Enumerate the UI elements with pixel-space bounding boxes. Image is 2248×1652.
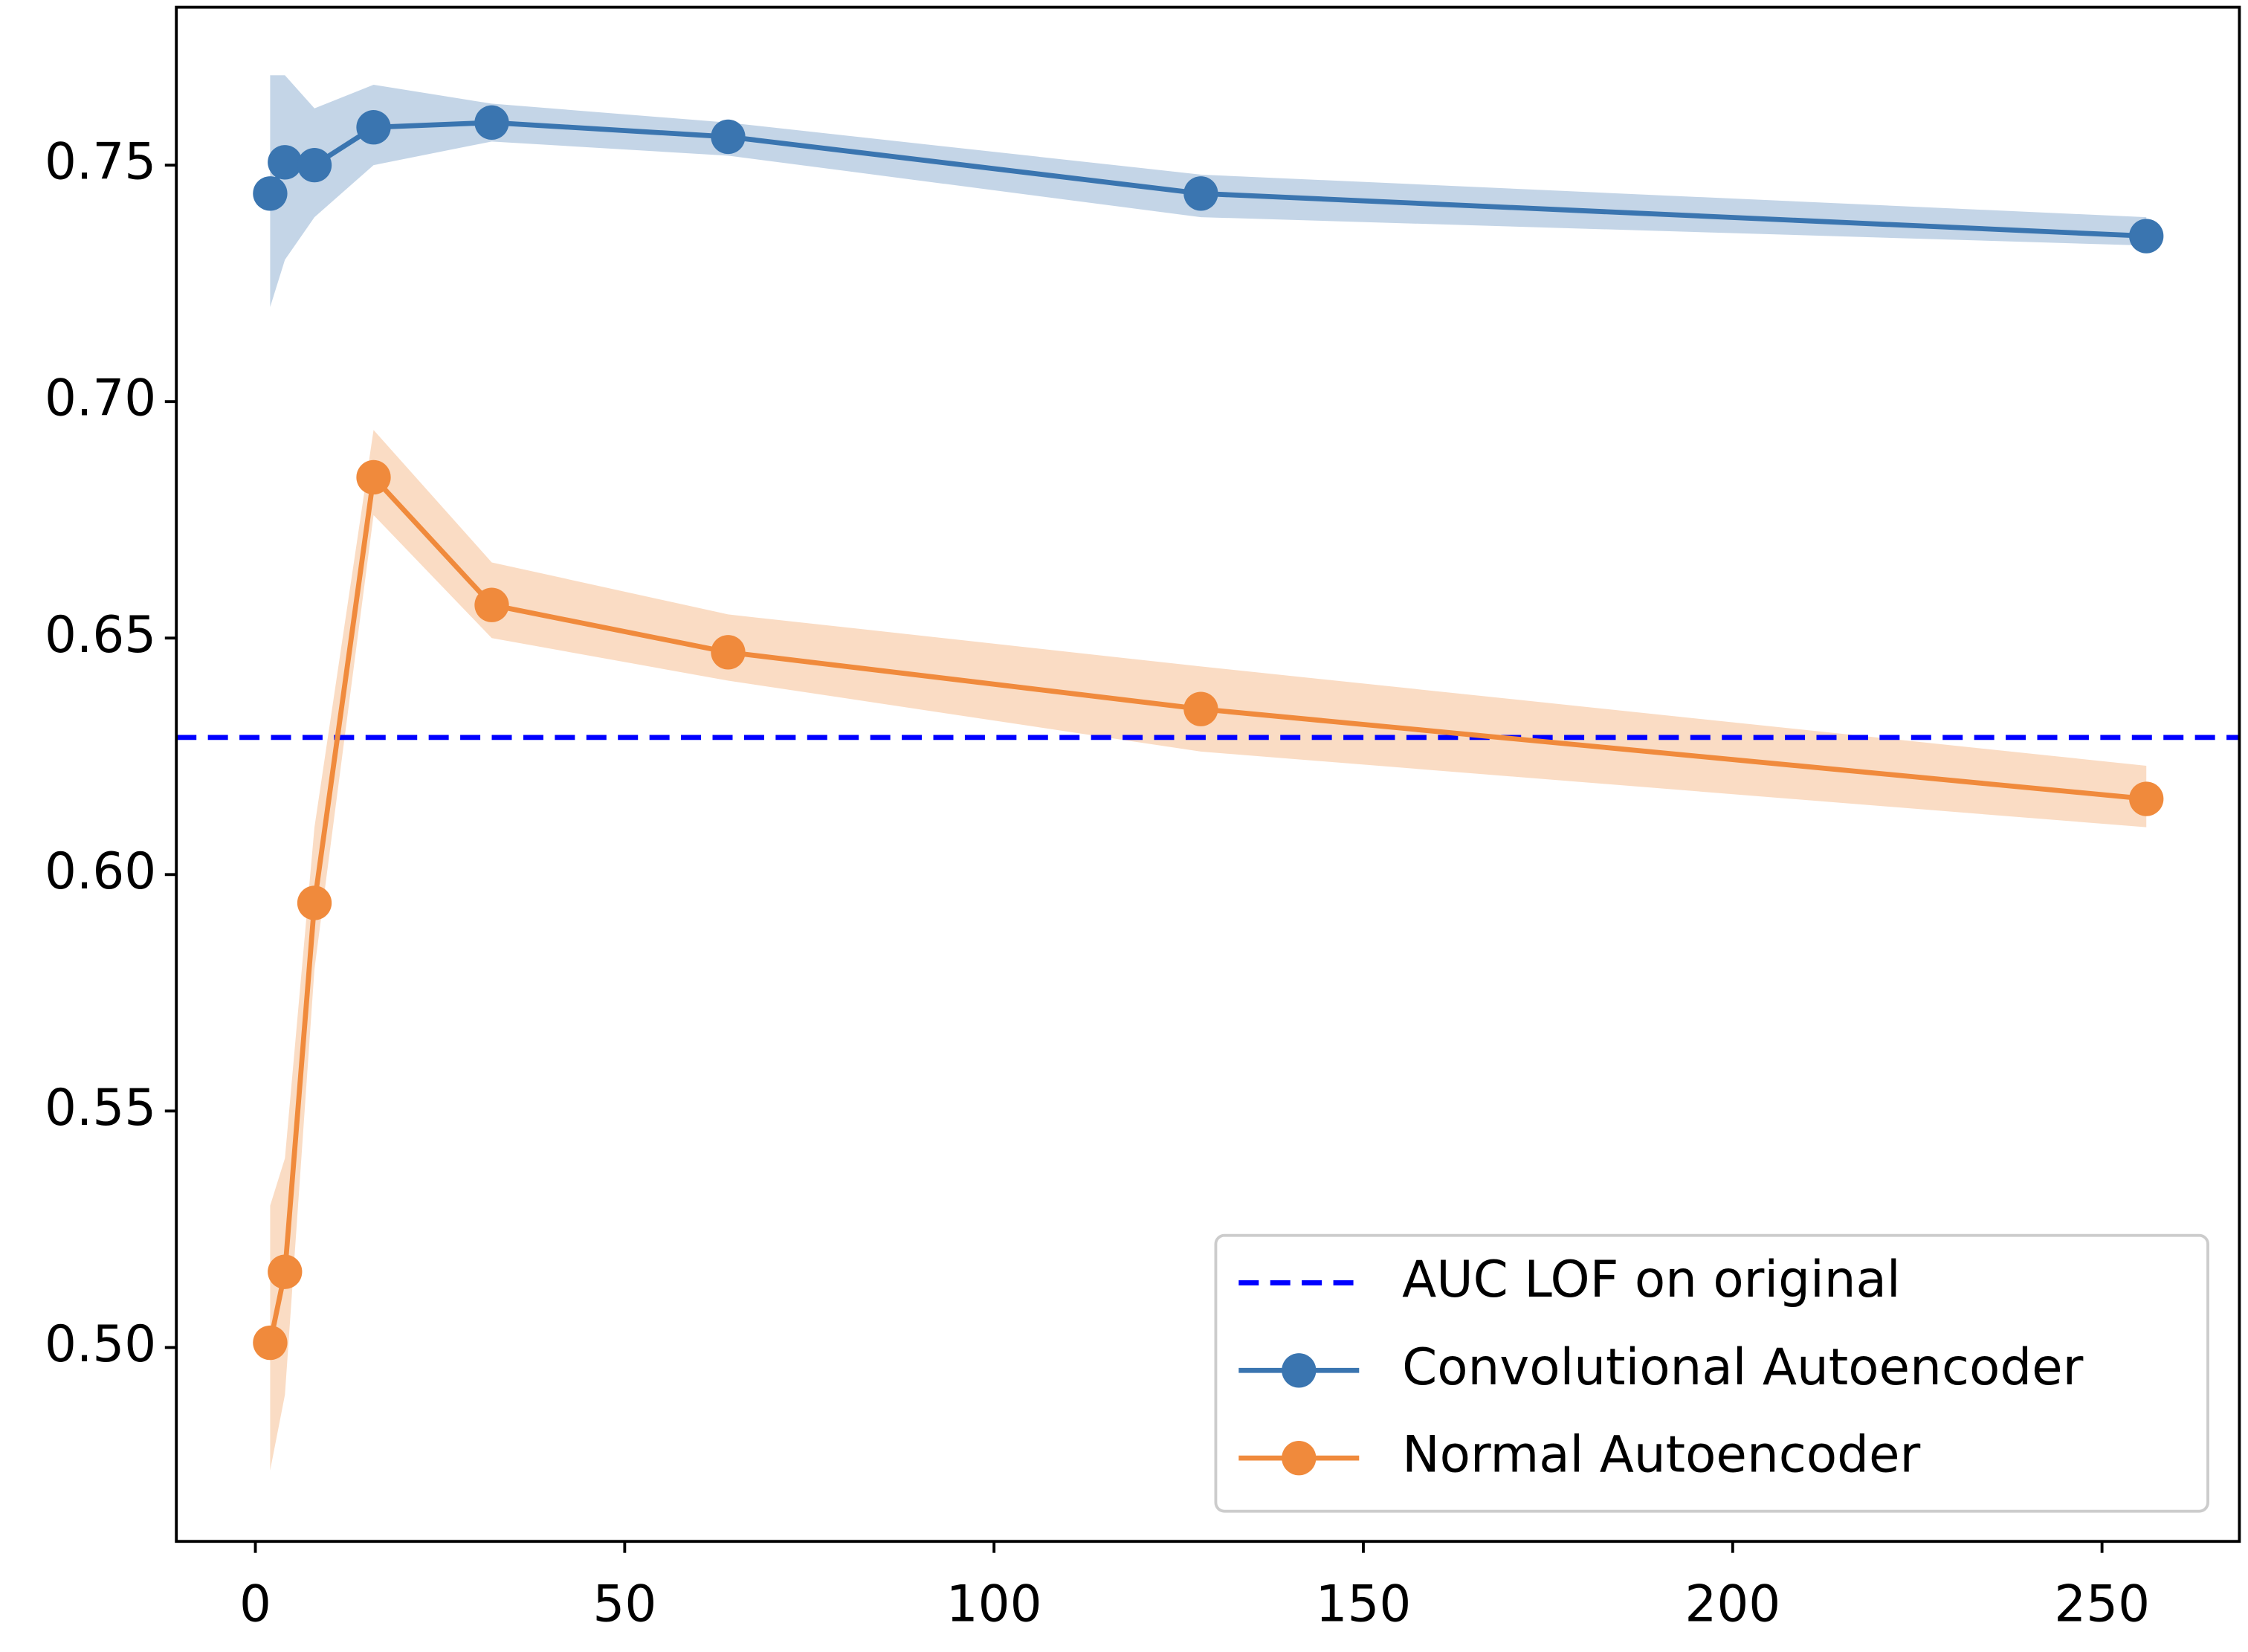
point [297, 147, 332, 183]
point [253, 176, 288, 211]
y-tick-label: 0.55 [45, 1078, 156, 1137]
point [253, 1325, 288, 1361]
legend-box [1214, 1233, 2209, 1513]
legend-label: AUC LOF on original [1402, 1250, 1900, 1309]
y-tick-label: 0.70 [45, 369, 156, 427]
point [474, 587, 509, 622]
x-tick-label: 50 [592, 1575, 656, 1633]
point [711, 119, 746, 155]
point [356, 110, 391, 145]
point [356, 459, 391, 495]
point [268, 145, 303, 180]
legend-label: Convolutional Autoencoder [1402, 1338, 2083, 1396]
x-tick-label: 0 [239, 1575, 271, 1633]
y-tick-label: 0.60 [45, 842, 156, 900]
x-tick-label: 100 [946, 1575, 1042, 1633]
legend-marker [1282, 1353, 1317, 1388]
point [1183, 691, 1218, 726]
point [1183, 176, 1218, 211]
point [2129, 219, 2164, 254]
point [268, 1254, 303, 1289]
point [2129, 781, 2164, 816]
x-tick-label: 150 [1316, 1575, 1412, 1633]
y-tick-label: 0.65 [45, 605, 156, 664]
error-band [270, 430, 2147, 1471]
x-tick-label: 250 [2054, 1575, 2150, 1633]
y-tick-label: 0.50 [45, 1314, 156, 1373]
legend-marker [1282, 1440, 1317, 1476]
point [297, 885, 332, 920]
legend-label: Normal Autoencoder [1402, 1425, 1920, 1484]
point [711, 635, 746, 670]
y-tick-label: 0.75 [45, 132, 156, 191]
series-line [268, 471, 2147, 1343]
plot-frame [175, 5, 2241, 1543]
x-tick-label: 200 [1685, 1575, 1780, 1633]
point [474, 105, 509, 141]
